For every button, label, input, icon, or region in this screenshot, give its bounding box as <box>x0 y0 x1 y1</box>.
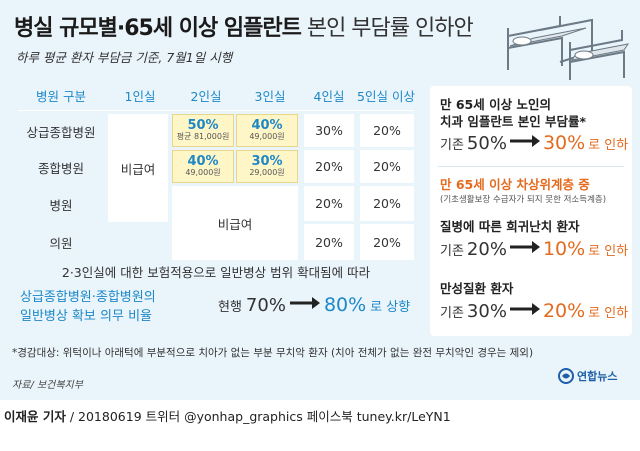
rare-to: 10% <box>542 238 586 260</box>
tertiary-room3-cost: 49,000원 <box>249 132 285 142</box>
chronic-to: 20% <box>542 300 586 322</box>
hospital-room5-rate: 20% <box>360 186 414 221</box>
tertiary-room2-cost: 평균 81,000원 <box>176 132 230 142</box>
infographic-panel: 병실 규모별·65세 이상 임플란트 본인 부담률 인하안 하루 평균 환자 부… <box>0 0 640 400</box>
header-room-5: 5인실 이상 <box>357 88 415 104</box>
general-room3-cost: 29,000원 <box>249 168 285 178</box>
implant-rate-change: 기존 50% 30% 로 인하 <box>440 132 628 154</box>
policy-line-1: 상급종합병원·종합병원의 <box>20 290 156 305</box>
chronic-title: 만성질환 환자 <box>440 281 514 296</box>
divider <box>438 166 624 167</box>
headline: 병실 규모별·65세 이상 임플란트 본인 부담률 인하안 <box>14 10 474 42</box>
near-poor-title: 만 65세 이상 차상위계층 중 <box>440 177 590 192</box>
ratio-from: 70% <box>245 295 286 316</box>
headline-bold: 병실 규모별·65세 이상 임플란트 <box>14 16 302 41</box>
header-hospital-type: 병원 구분 <box>36 88 86 104</box>
row-label-clinic: 의원 <box>49 235 73 251</box>
general-room5-rate: 20% <box>360 150 414 183</box>
hospital-room4-rate: 20% <box>304 186 354 221</box>
arrow-right-icon <box>289 297 320 309</box>
yonhap-logo-text: 연합뉴스 <box>577 370 618 383</box>
author: 이재윤 기자 <box>4 409 66 424</box>
yonhap-logo: 연합뉴스 <box>558 368 617 384</box>
general-room2-cost: 49,000원 <box>185 168 221 178</box>
current-label: 현행 <box>218 300 242 315</box>
row-divider <box>18 110 414 111</box>
credit-line: 이재윤 기자 / 20180619 트위터 @yonhap_graphics 페… <box>4 406 451 425</box>
tertiary-room2-cell: 50% 평균 81,000원 <box>172 114 234 147</box>
implant-to: 30% <box>542 132 586 154</box>
yonhap-logo-icon <box>558 368 574 384</box>
arrow-right-icon <box>509 135 540 147</box>
row-label-hospital: 병원 <box>49 197 73 213</box>
implant-from: 50% <box>466 133 507 154</box>
ratio-change: 현행 70% 80% 로 상향 <box>218 294 410 316</box>
header-room-2: 2인실 <box>190 88 222 104</box>
uninsured-single-room: 비급여 <box>108 114 168 222</box>
tertiary-room2-rate: 50% <box>187 117 219 133</box>
policy-label: 상급종합병원·종합병원의 일반병상 확보 의무 비율 <box>20 288 156 326</box>
arrow-right-icon <box>509 303 540 315</box>
rare-disease-title: 질병에 따른 희귀난치 환자 <box>440 219 580 234</box>
uninsured-room2-3: 비급여 <box>172 186 298 260</box>
chronic-from: 30% <box>466 301 507 322</box>
chronic-prefix: 기존 <box>440 306 464 321</box>
clinic-room5-rate: 20% <box>360 224 414 260</box>
ratio-suffix: 로 상향 <box>370 300 411 315</box>
header-room-4: 4인실 <box>313 88 345 104</box>
general-room2-cell: 40% 49,000원 <box>172 150 234 183</box>
row-label-general: 종합병원 <box>37 160 84 176</box>
general-room2-rate: 40% <box>187 153 219 169</box>
footnote: *경감대상: 위턱이나 아래턱에 부분적으로 치아가 없는 부분 무치악 환자 … <box>12 347 534 359</box>
tertiary-room5-rate: 20% <box>360 114 414 147</box>
implant-title-1: 만 65세 이상 노인의 <box>440 97 551 112</box>
near-poor-note: (기초생활보장 수급자가 되지 못한 저소득계층) <box>440 195 607 205</box>
header-room-3: 3인실 <box>254 88 286 104</box>
arrow-right-icon <box>509 241 540 253</box>
tertiary-room4-rate: 30% <box>304 114 354 147</box>
rare-suffix: 로 인하 <box>588 244 629 259</box>
tertiary-room3-cell: 40% 49,000원 <box>236 114 298 147</box>
headline-light: 본인 부담률 인하안 <box>300 16 474 41</box>
header-room-1: 1인실 <box>124 88 156 104</box>
implant-suffix: 로 인하 <box>588 138 629 153</box>
row-label-tertiary: 상급종합병원 <box>26 124 96 140</box>
implant-title-2: 치과 임플란트 본인 부담률* <box>440 114 587 129</box>
subheadline: 하루 평균 환자 부담금 기준, 7월1일 시행 <box>16 50 233 65</box>
implant-prefix: 기존 <box>440 138 464 153</box>
general-room4-rate: 20% <box>304 150 354 183</box>
general-room3-cell: 30% 29,000원 <box>236 150 298 183</box>
clinic-room4-rate: 20% <box>304 224 354 260</box>
tertiary-room3-rate: 40% <box>251 117 283 133</box>
hospital-beds-illustration <box>507 16 630 80</box>
credit-details: / 20180619 트위터 @yonhap_graphics 페이스북 tun… <box>65 409 451 424</box>
expansion-note: 2·3인실에 대한 보험적용으로 일반병상 범위 확대됨에 따라 <box>61 265 371 280</box>
room-rate-table: 병원 구분 1인실 2인실 3인실 4인실 5인실 이상 상급종합병원 종합병원… <box>10 76 422 336</box>
source-note: 자료/ 보건복지부 <box>12 380 83 391</box>
chronic-suffix: 로 인하 <box>588 306 629 321</box>
general-room3-rate: 30% <box>251 153 283 169</box>
side-panel: 만 65세 이상 노인의 치과 임플란트 본인 부담률* 기존 50% 30% … <box>430 86 632 336</box>
rare-from: 20% <box>466 239 507 260</box>
ratio-to: 80% <box>323 294 367 316</box>
policy-line-2: 일반병상 확보 의무 비율 <box>20 309 152 324</box>
rare-disease-rate-change: 기존 20% 10% 로 인하 <box>440 238 628 260</box>
rare-prefix: 기존 <box>440 244 464 259</box>
chronic-rate-change: 기존 30% 20% 로 인하 <box>440 300 628 322</box>
